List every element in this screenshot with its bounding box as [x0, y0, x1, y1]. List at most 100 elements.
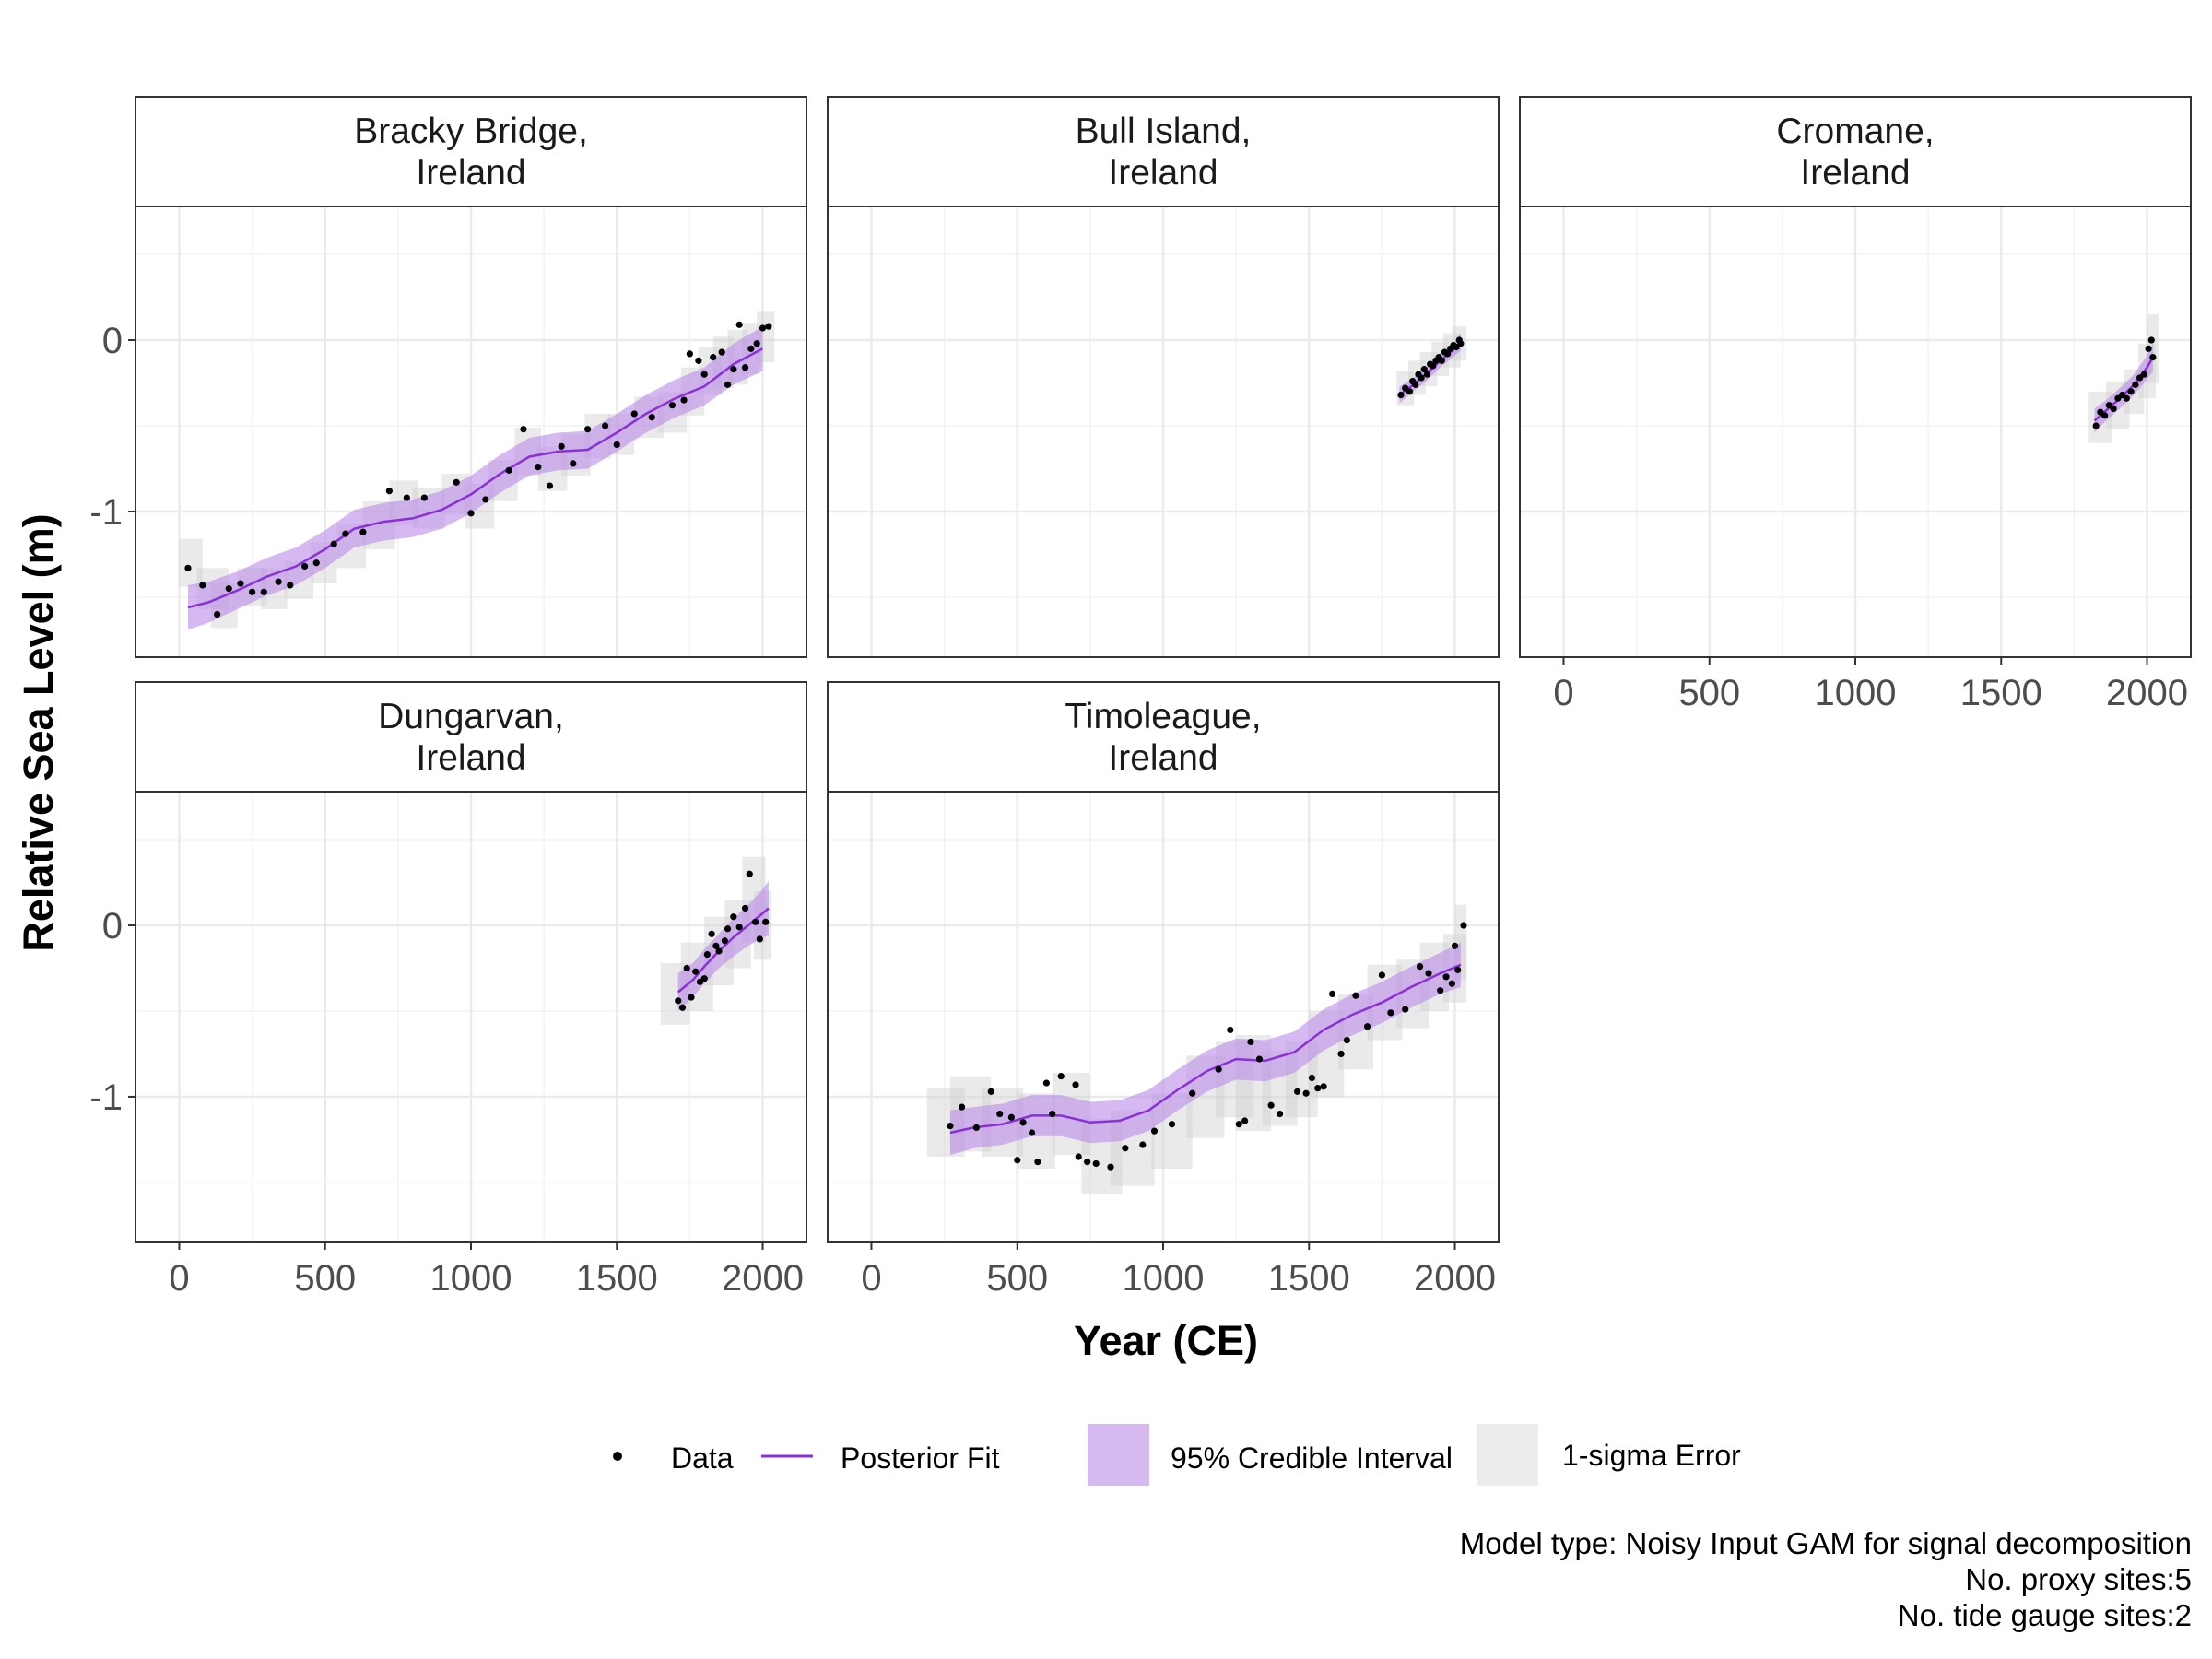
y-tick-label: -1	[89, 492, 123, 533]
data-point	[692, 968, 700, 975]
data-point	[678, 1004, 687, 1011]
x-tick-label: 500	[986, 1258, 1048, 1299]
data-point	[359, 528, 367, 535]
data-point	[1438, 357, 1445, 364]
data-point	[959, 1103, 966, 1111]
x-tick-label: 1500	[1960, 673, 2042, 713]
data-point	[1430, 362, 1437, 370]
data-point	[1444, 350, 1452, 358]
panel-strip: Timoleague,Ireland	[827, 681, 1500, 793]
data-point	[403, 494, 410, 501]
data-point	[1420, 366, 1428, 373]
data-point	[1084, 1159, 1091, 1166]
data-point	[1150, 1127, 1159, 1135]
panel-strip: Dungarvan,Ireland	[135, 681, 807, 793]
data-point	[759, 324, 767, 332]
data-point	[1314, 1085, 1322, 1092]
x-tick-label: 500	[1678, 673, 1740, 713]
strip-box	[827, 96, 1500, 207]
panel-border	[827, 206, 1500, 658]
strip-box	[1519, 96, 2192, 207]
data-point	[1402, 1006, 1409, 1013]
data-point	[1227, 1026, 1234, 1034]
data-point	[1034, 1159, 1041, 1166]
data-point	[1418, 374, 1425, 382]
data-point	[648, 414, 655, 421]
data-point	[735, 924, 743, 931]
x-tick-label: 2000	[2106, 673, 2188, 713]
x-tick-label: 2000	[722, 1258, 804, 1299]
data-point	[453, 478, 460, 486]
data-point	[300, 562, 309, 571]
y-tick-label: -1	[89, 1077, 123, 1118]
data-point	[668, 402, 677, 409]
data-point	[260, 588, 267, 595]
data-point	[225, 585, 232, 593]
x-tick-label: 1000	[1123, 1258, 1205, 1299]
x-tick-label: 2000	[1414, 1258, 1496, 1299]
y-axis-title: Relative Sea Level (m)	[15, 513, 62, 951]
panel-bull-island: Bull Island,Ireland	[827, 96, 1500, 658]
data-point	[505, 466, 512, 474]
x-tick-label: 500	[294, 1258, 356, 1299]
data-point	[715, 947, 723, 955]
x-tick-label: 1000	[430, 1258, 512, 1299]
x-tick-label: 1000	[1815, 673, 1897, 713]
data-point	[1075, 1153, 1082, 1160]
data-point	[987, 1088, 994, 1095]
data-point	[1168, 1121, 1176, 1128]
data-point	[718, 348, 725, 356]
x-tick-label: 1500	[1268, 1258, 1350, 1299]
data-point	[1235, 1121, 1242, 1128]
data-point	[695, 357, 702, 364]
data-point	[1308, 1074, 1316, 1082]
data-point	[2149, 354, 2157, 361]
legend-error-key	[1477, 1424, 1538, 1486]
data-point	[342, 530, 349, 537]
legend-data-label: Data	[671, 1441, 734, 1475]
panel-body	[926, 904, 1467, 1194]
strip-box	[135, 96, 807, 207]
data-point	[1406, 388, 1414, 395]
data-point	[686, 350, 693, 358]
data-point	[312, 559, 320, 567]
data-point	[762, 918, 770, 925]
data-point	[535, 464, 542, 471]
panel-strip: Bull Island,Ireland	[827, 96, 1500, 207]
posterior-fit-line	[677, 907, 770, 994]
panel-strip: Bracky Bridge,Ireland	[135, 96, 807, 207]
data-point	[2110, 405, 2117, 412]
panel-bracky-bridge: Bracky Bridge,Ireland -1 0	[89, 96, 807, 658]
x-axis: 0 500 1000 1500 2000	[169, 1242, 804, 1299]
posterior-fit-line	[187, 347, 764, 609]
data-point	[1437, 987, 1444, 994]
data-point	[184, 564, 192, 571]
data-point	[1007, 1113, 1016, 1121]
data-point	[1337, 1050, 1345, 1058]
panel-timoleague: Timoleague,Ireland 0 500 1000 1500 2000	[827, 681, 1500, 1299]
panel-body	[660, 856, 772, 1025]
panel-strip: Cromane,Ireland	[1519, 96, 2192, 207]
legend-data-key	[613, 1452, 622, 1461]
caption-tide-gauge-sites: No. tide gauge sites:2	[1897, 1598, 2192, 1632]
panel-cromane: Cromane,Ireland 0 500 1000 1500 2000	[1519, 96, 2192, 713]
data-point	[724, 381, 732, 388]
x-tick-label: 1500	[576, 1258, 658, 1299]
data-point	[249, 588, 256, 595]
data-point	[2132, 381, 2139, 388]
data-point	[721, 937, 728, 945]
error-box	[179, 538, 203, 587]
data-point	[1107, 1163, 1114, 1171]
x-tick-label: 0	[1553, 673, 1573, 713]
panel-title-line: Bracky Bridge,	[354, 112, 588, 151]
data-point	[1092, 1159, 1100, 1168]
panel-title-line: Ireland	[416, 738, 525, 778]
y-tick-label: 0	[102, 321, 123, 361]
legend-item-fit: Posterior Fit	[761, 1441, 1000, 1475]
credible-interval-band	[949, 942, 1461, 1156]
data-point	[1189, 1089, 1196, 1097]
data-point	[752, 918, 759, 925]
data-point	[570, 460, 577, 467]
data-point	[630, 410, 638, 418]
